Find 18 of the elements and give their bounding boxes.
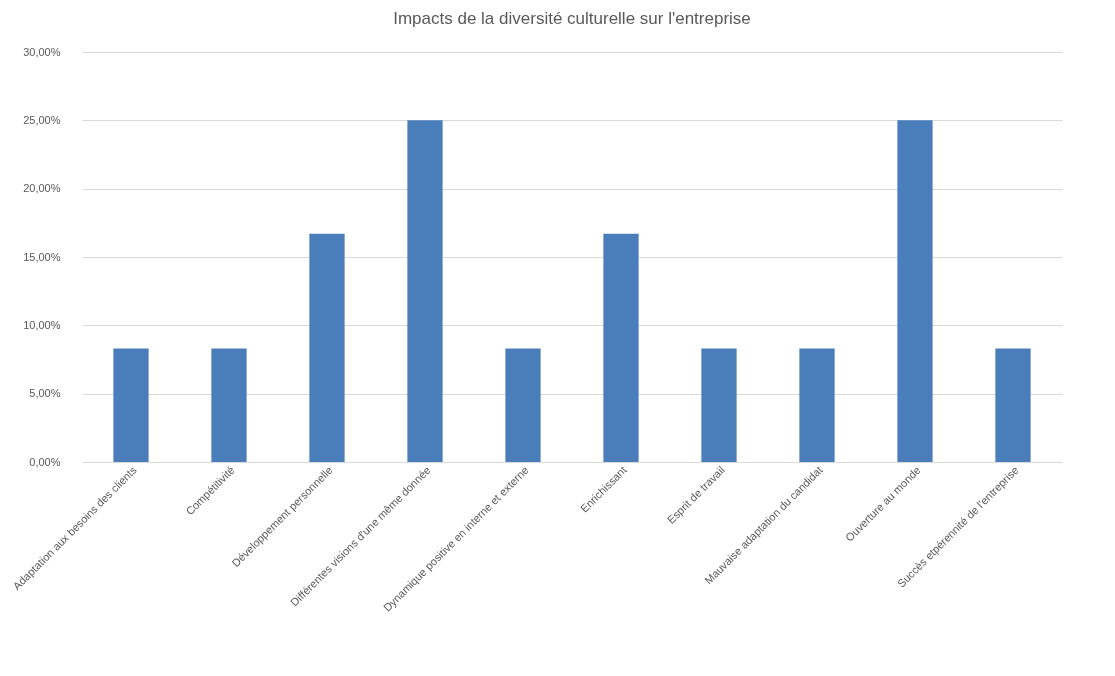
bar xyxy=(407,120,443,462)
y-tick-label: 15,00% xyxy=(23,250,61,263)
y-tick-label: 20,00% xyxy=(23,182,61,195)
bar xyxy=(113,348,149,462)
bar xyxy=(505,348,541,462)
y-tick-label: 10,00% xyxy=(23,318,61,331)
y-tick-label: 0,00% xyxy=(29,455,61,468)
y-tick-label: 25,00% xyxy=(23,113,61,126)
y-tick-label: 5,00% xyxy=(29,387,61,400)
bar xyxy=(799,348,835,462)
bar xyxy=(211,348,247,462)
bar xyxy=(897,120,933,462)
bar xyxy=(995,348,1031,462)
bar xyxy=(701,348,737,462)
chart-title: Impacts de la diversité culturelle sur l'entreprise xyxy=(393,9,751,28)
bar xyxy=(603,233,639,462)
bar xyxy=(309,233,345,462)
y-tick-label: 30,00% xyxy=(23,45,61,58)
